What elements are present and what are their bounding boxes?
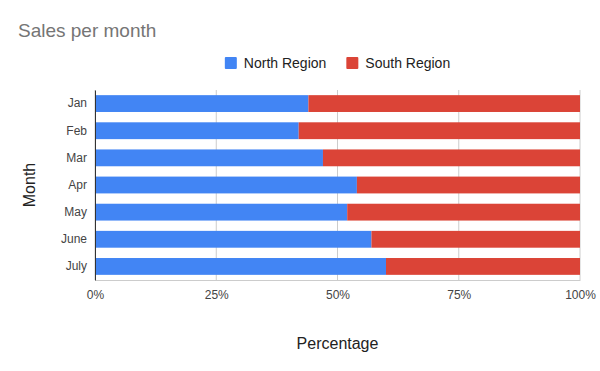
tick-label: May: [64, 205, 87, 219]
axis-line: [96, 280, 581, 281]
tick: 25%: [205, 280, 229, 302]
tick-label: July: [66, 259, 87, 273]
grid-line: [95, 90, 96, 280]
bar: [95, 231, 371, 248]
legend-item: South Region: [346, 55, 450, 71]
legend-swatch: [346, 57, 358, 69]
bar: [95, 204, 347, 221]
tick-label: Feb: [66, 124, 87, 138]
y-axis-title: Month: [21, 163, 38, 207]
title: Sales per month: [18, 20, 156, 41]
bar: [95, 177, 357, 194]
bar: [347, 204, 580, 221]
tick: June: [61, 232, 95, 246]
grid: [95, 90, 580, 280]
tick-label: 75%: [447, 288, 471, 302]
bar: [371, 231, 580, 248]
tick: 100%: [565, 280, 596, 302]
tick: Jan: [68, 96, 95, 110]
bar: [95, 258, 386, 275]
tick-label: Apr: [68, 178, 87, 192]
tick: May: [64, 205, 95, 219]
tick-label: 0%: [87, 288, 105, 302]
bar: [95, 149, 323, 166]
axis-line: [95, 91, 96, 281]
bars: [95, 95, 580, 275]
bar: [308, 95, 580, 112]
bar: [323, 149, 580, 166]
category-axis: Jan Feb Mar Apr May June July: [61, 91, 96, 281]
tick: Feb: [66, 124, 95, 138]
legend-label: North Region: [244, 55, 327, 71]
legend-item: North Region: [225, 55, 327, 71]
bar: [386, 258, 580, 275]
tick-label: 25%: [205, 288, 229, 302]
tick-label: Jan: [68, 96, 87, 110]
tick-label: 100%: [565, 288, 596, 302]
tick: 75%: [447, 280, 471, 302]
tick: 50%: [326, 280, 350, 302]
bar: [299, 122, 580, 139]
tick-label: June: [61, 232, 87, 246]
tick: 0%: [87, 280, 105, 302]
chart-svg: 0% 25% 50% 75% 100% Jan Feb Mar Apr May June July Sa…: [0, 0, 600, 371]
tick-label: 50%: [326, 288, 350, 302]
bar: [95, 95, 308, 112]
tick: Apr: [68, 178, 95, 192]
tick: Mar: [66, 151, 95, 165]
chart-container: 0% 25% 50% 75% 100% Jan Feb Mar Apr May June July Sa…: [0, 0, 600, 371]
bar: [95, 122, 299, 139]
background: [0, 0, 600, 371]
value-axis: 0% 25% 50% 75% 100%: [87, 280, 596, 302]
legend-label: South Region: [365, 55, 450, 71]
tick-label: Mar: [66, 151, 87, 165]
bar: [357, 177, 580, 194]
tick: July: [66, 259, 95, 273]
x-axis-title: Percentage: [297, 335, 379, 352]
legend: North Region South Region: [225, 55, 450, 71]
legend-swatch: [225, 57, 237, 69]
